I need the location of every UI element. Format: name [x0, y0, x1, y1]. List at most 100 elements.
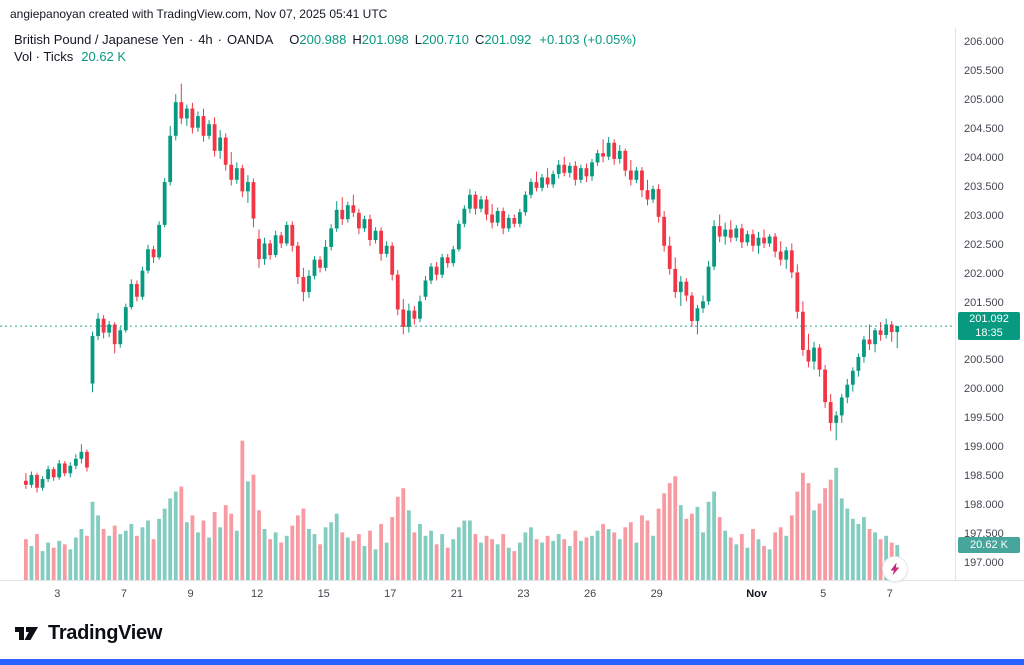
- volume-bar: [762, 546, 766, 580]
- candle-body: [895, 326, 900, 333]
- volume-indicator-label[interactable]: Vol · Ticks: [14, 49, 74, 64]
- candle-body: [579, 168, 583, 180]
- volume-bar: [68, 549, 73, 580]
- volume-bar: [806, 483, 811, 580]
- candlestick-chart[interactable]: [0, 28, 955, 580]
- time-axis-label: 26: [583, 588, 597, 600]
- interval-label[interactable]: 4h: [198, 32, 213, 47]
- volume-bar: [173, 491, 178, 580]
- volume-bar: [640, 515, 644, 580]
- volume-bar: [706, 501, 711, 580]
- volume-bar: [251, 474, 256, 580]
- volume-bar: [146, 520, 150, 580]
- candle-body: [251, 182, 256, 219]
- volume-bar: [745, 547, 750, 580]
- volume-bar: [856, 523, 861, 580]
- candle-body: [173, 102, 178, 136]
- price-axis[interactable]: 201.092 18:35 20.62 K 206.000 205.500 205.…: [955, 28, 1024, 580]
- price-axis-label: 203.000: [964, 209, 1004, 222]
- bar-countdown: 18:35: [975, 327, 1003, 340]
- volume-bar: [728, 537, 733, 580]
- candle-body: [212, 124, 217, 151]
- candle-body: [323, 246, 328, 268]
- time-axis[interactable]: 3 7 9 12 15 17 21 23 26 29 Nov 5 7: [0, 580, 1024, 609]
- candle-body: [379, 230, 383, 254]
- candle-body: [429, 266, 433, 281]
- separator-dot: ·: [188, 32, 194, 47]
- symbol-title[interactable]: British Pound / Japanese Yen: [14, 32, 184, 47]
- time-axis-label: Nov: [746, 588, 767, 600]
- open-label: O: [289, 32, 300, 47]
- volume-bar: [73, 537, 78, 580]
- candle-body: [567, 165, 572, 173]
- volume-bar: [357, 534, 361, 580]
- candle-body: [762, 237, 766, 244]
- volume-bar: [218, 527, 223, 580]
- candle-body: [368, 219, 372, 240]
- time-axis-label: 21: [450, 588, 464, 600]
- volume-bar: [690, 513, 694, 580]
- candle-body: [29, 475, 34, 485]
- last-price-value: 201.092: [969, 313, 1009, 326]
- price-axis-label: 197.000: [964, 557, 1004, 569]
- candle-body: [140, 270, 145, 297]
- price-axis-label: 202.000: [964, 267, 1004, 280]
- candle-body: [612, 142, 617, 159]
- volume-bar: [784, 535, 789, 580]
- volume-bar: [190, 515, 195, 580]
- volume-bar: [340, 532, 345, 580]
- candle-body: [812, 347, 816, 362]
- candle-body: [218, 137, 223, 151]
- candle-body: [46, 469, 50, 480]
- high-label: H: [352, 32, 362, 47]
- lightning-icon[interactable]: [882, 556, 908, 582]
- candle-body: [534, 182, 539, 188]
- candle-body: [839, 397, 844, 416]
- candle-body: [312, 259, 317, 276]
- candle-body: [767, 236, 772, 244]
- candle-body: [329, 228, 334, 247]
- candle-body: [318, 259, 322, 268]
- candle-body: [451, 249, 456, 264]
- candle-body: [207, 124, 211, 136]
- candle-body: [506, 217, 511, 229]
- candle-body: [223, 137, 228, 165]
- candle-body: [739, 228, 744, 243]
- volume-bar: [634, 542, 639, 580]
- tradingview-brand[interactable]: TradingView: [48, 621, 163, 644]
- volume-bar: [878, 539, 883, 580]
- chart-plot-area[interactable]: [0, 28, 955, 580]
- volume-bar: [85, 535, 89, 580]
- volume-bar: [301, 508, 306, 580]
- volume-bar: [101, 529, 106, 580]
- candle-body: [262, 243, 267, 260]
- candle-body: [24, 480, 28, 485]
- candle-body: [168, 135, 173, 183]
- candle-body: [284, 224, 289, 244]
- time-axis-label: 17: [384, 588, 397, 600]
- price-axis-label: 206.000: [964, 36, 1004, 48]
- price-axis-label: 198.000: [964, 499, 1004, 512]
- volume-bar: [24, 539, 28, 580]
- volume-axis-badge: 20.62 K: [958, 536, 1020, 553]
- volume-bar: [201, 520, 206, 580]
- candle-body: [334, 209, 339, 229]
- candle-body: [873, 330, 877, 345]
- low-value: 200.710: [422, 32, 469, 47]
- exchange-label: OANDA: [227, 32, 274, 47]
- tradingview-logo-icon[interactable]: [14, 620, 40, 646]
- chart-legend: British Pound / Japanese Yen · 4h · OANDA O20…: [14, 31, 636, 65]
- lightning-bolt-glyph: [890, 562, 900, 576]
- candle-body: [146, 249, 150, 271]
- volume-bar: [40, 551, 45, 580]
- volume-bar: [262, 529, 267, 580]
- candle-body: [617, 150, 622, 159]
- candle-body: [85, 451, 89, 468]
- price-axis-label: 199.500: [964, 412, 1004, 425]
- price-axis-label: 198.500: [964, 470, 1004, 483]
- candle-body: [307, 275, 311, 293]
- candle-body: [878, 330, 883, 335]
- volume-bar: [107, 535, 112, 580]
- candle-body: [295, 245, 300, 278]
- volume-bar: [229, 513, 234, 580]
